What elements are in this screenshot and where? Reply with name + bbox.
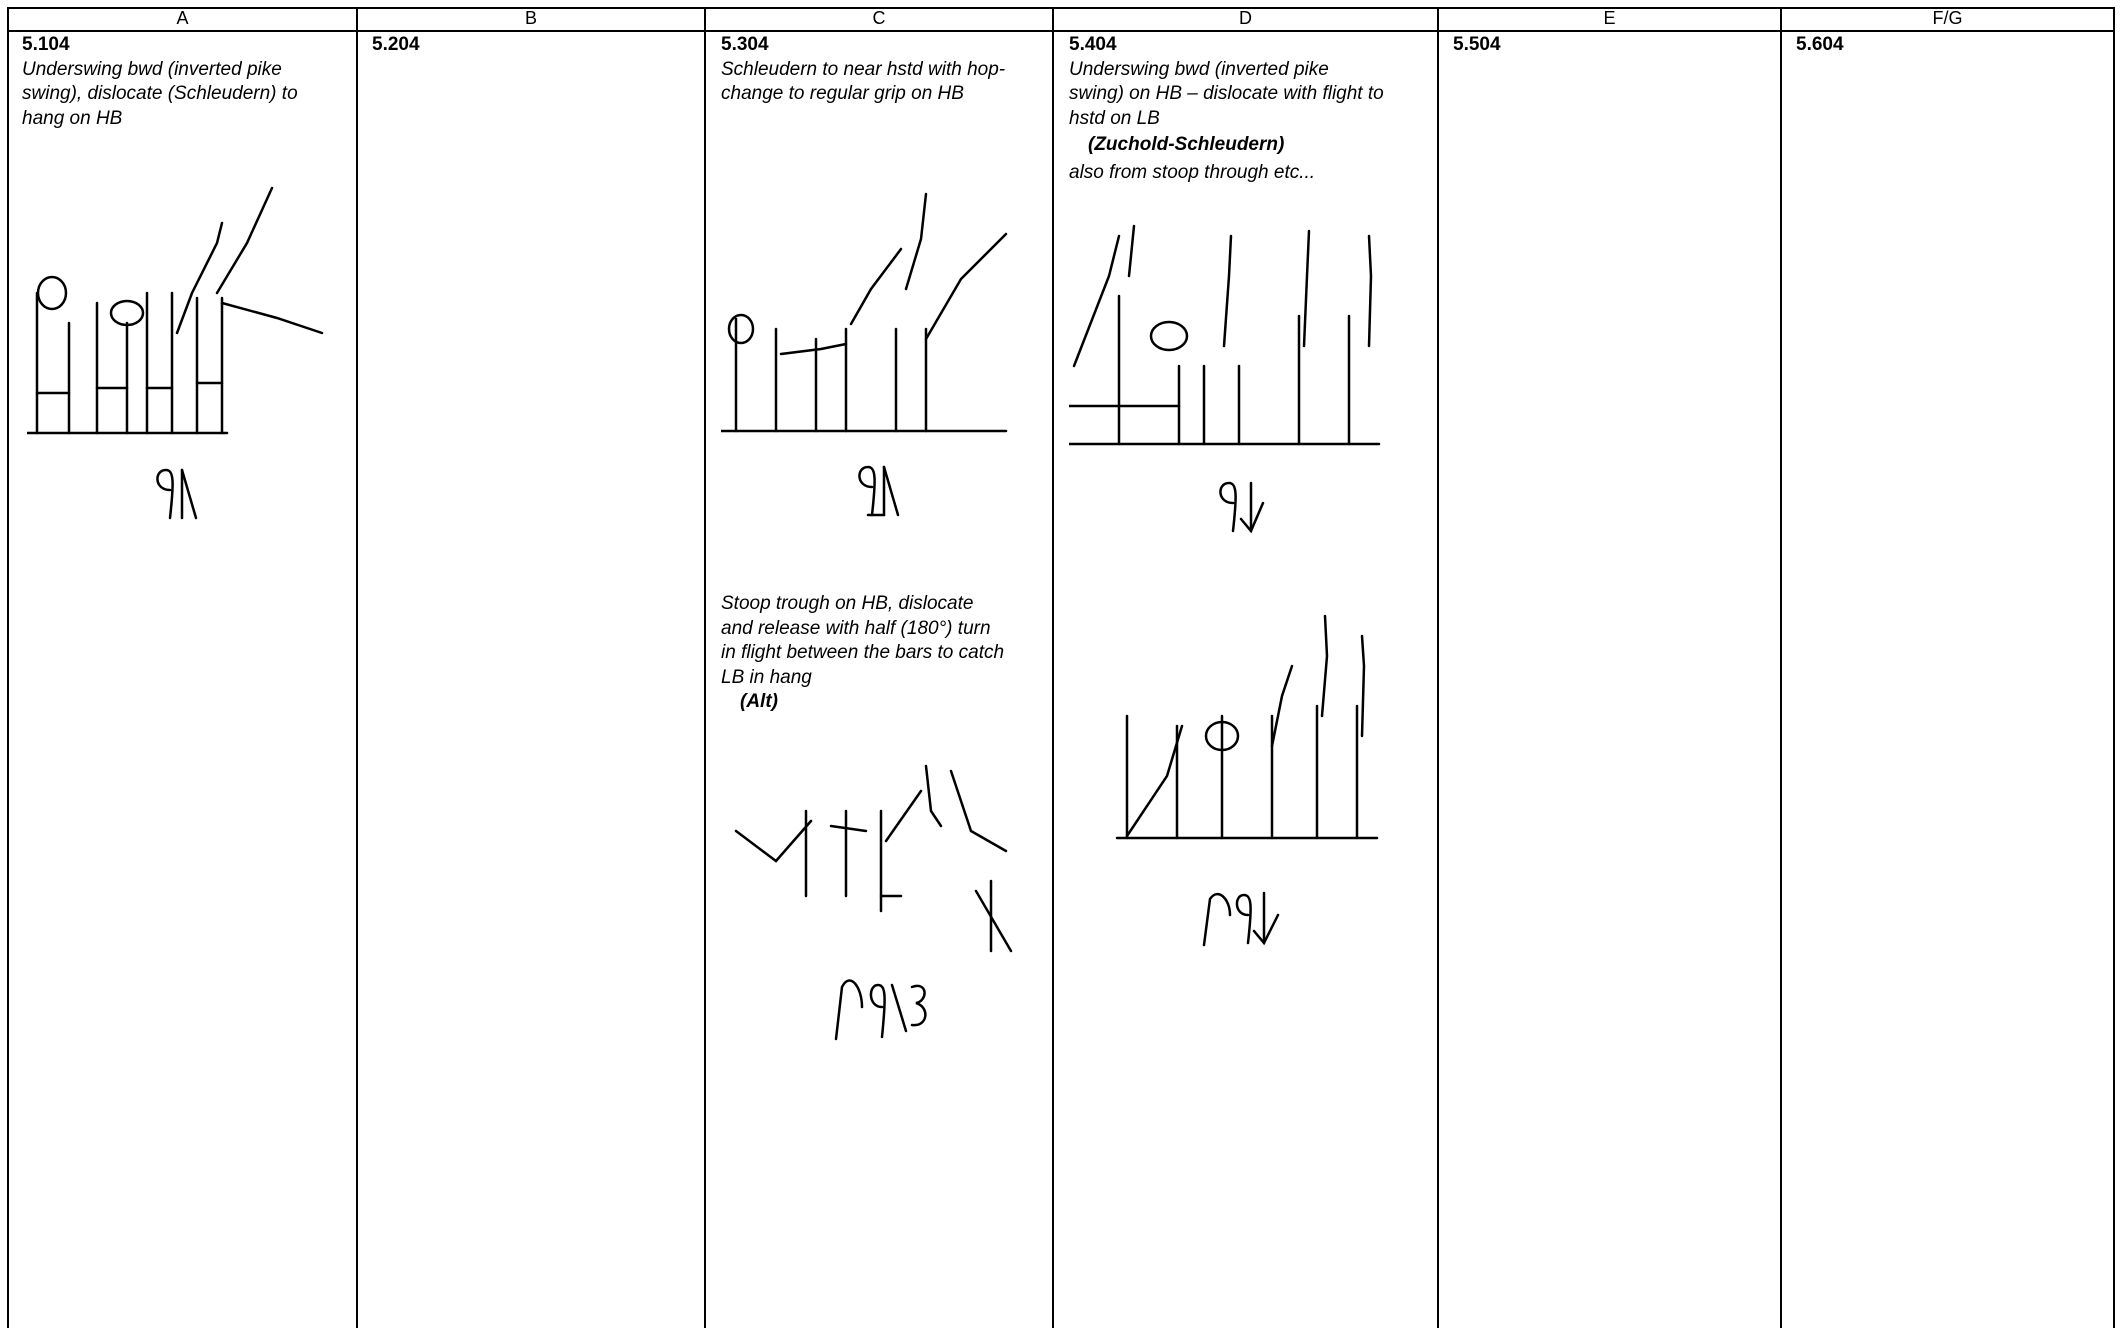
- element-drawing: [1069, 224, 1381, 446]
- element-drawing: [1115, 614, 1379, 840]
- element-code: 5.104: [22, 34, 70, 55]
- table-border: [7, 7, 9, 1328]
- column-header: A: [176, 8, 189, 28]
- description-line: in flight between the bars to catch: [721, 642, 1005, 663]
- element-drawing: [721, 192, 1008, 433]
- description-line: swing), dislocate (Schleudern) to: [22, 83, 298, 104]
- description-line: Underswing bwd (inverted pike: [22, 58, 282, 80]
- table-border: [1052, 7, 1054, 1328]
- description-line: and release with half (180°) turn: [721, 617, 991, 639]
- cell: 5.404 Underswing bwd (inverted pike swin…: [1069, 33, 1384, 185]
- element-code: 5.404: [1069, 34, 1117, 55]
- column-header: F/G: [1932, 8, 1963, 28]
- element-drawing: [734, 764, 1013, 953]
- description-line: LB in hang: [721, 666, 812, 688]
- description-line: Underswing bwd (inverted pike: [1069, 58, 1329, 80]
- table-border: [7, 30, 2115, 32]
- element-name: (Alt): [740, 691, 778, 712]
- description-line: change to regular grip on HB: [721, 83, 964, 104]
- column-header: E: [1603, 8, 1616, 28]
- element-name: (Zuchold-Schleudern): [1088, 134, 1285, 155]
- table-border: [1780, 7, 1782, 1328]
- element-drawing: [27, 186, 324, 435]
- element-symbol: [834, 979, 927, 1041]
- cell: 5.304 Schleudern to near hstd with hop- …: [721, 33, 1005, 107]
- table-border: [356, 7, 358, 1328]
- table-border: [7, 7, 2115, 9]
- description-line: swing) on HB – dislocate with flight to: [1069, 83, 1384, 104]
- cell: 5.204: [372, 33, 420, 58]
- element-symbol: [1219, 481, 1265, 534]
- column-header: C: [872, 8, 886, 28]
- description-line: hstd on LB: [1069, 107, 1160, 129]
- table-border: [1437, 7, 1439, 1328]
- table-border: [704, 7, 706, 1328]
- element-code: 5.504: [1453, 34, 1501, 55]
- table-border: [2113, 7, 2115, 1328]
- element-symbol: [858, 465, 900, 517]
- cell: 5.604: [1796, 33, 1844, 58]
- element-code: 5.304: [721, 34, 769, 55]
- element-code: 5.204: [372, 34, 420, 55]
- cell: 5.504: [1453, 33, 1501, 58]
- description-line: Stoop trough on HB, dislocate: [721, 593, 974, 614]
- element-code: 5.604: [1796, 34, 1844, 55]
- description-line: Schleudern to near hstd with hop-: [721, 58, 1006, 80]
- cell-variant: Stoop trough on HB, dislocate and releas…: [721, 592, 1004, 715]
- description-line: hang on HB: [22, 107, 123, 129]
- column-header: D: [1239, 8, 1252, 28]
- cell: 5.104 Underswing bwd (inverted pike swin…: [22, 33, 298, 131]
- note: also from stoop through etc...: [1069, 161, 1316, 183]
- column-header: B: [524, 8, 537, 28]
- element-symbol: [1202, 891, 1280, 947]
- element-symbol: [156, 468, 198, 520]
